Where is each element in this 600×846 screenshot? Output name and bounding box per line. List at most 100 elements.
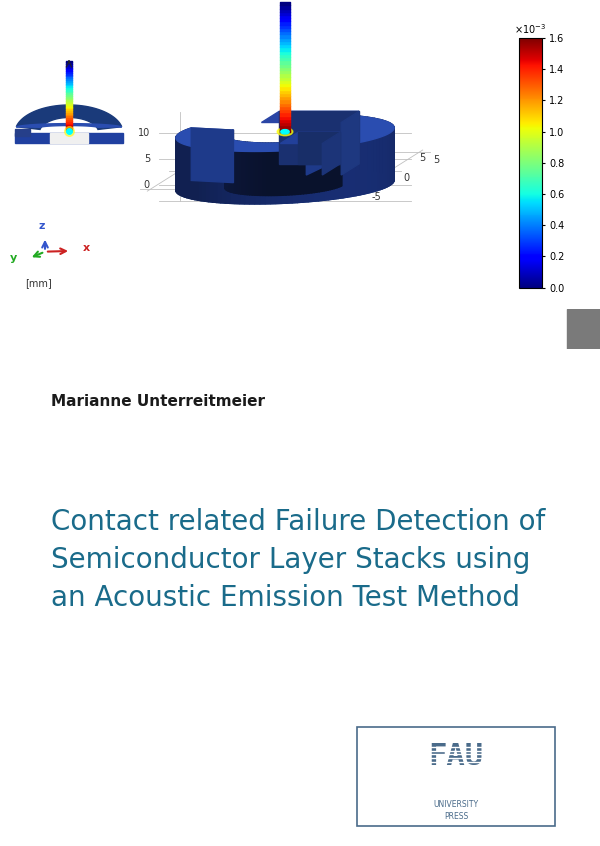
Polygon shape <box>347 144 352 197</box>
Polygon shape <box>328 146 334 200</box>
Polygon shape <box>184 129 186 183</box>
Polygon shape <box>179 142 181 195</box>
Polygon shape <box>176 167 394 204</box>
Polygon shape <box>265 143 268 195</box>
Polygon shape <box>176 140 177 193</box>
Polygon shape <box>382 120 385 173</box>
Polygon shape <box>245 142 247 195</box>
Polygon shape <box>385 121 387 174</box>
Text: y: y <box>10 254 17 263</box>
Polygon shape <box>226 151 230 203</box>
Polygon shape <box>271 143 274 195</box>
Text: x: x <box>83 243 90 253</box>
Polygon shape <box>209 149 212 202</box>
Polygon shape <box>262 112 359 123</box>
Polygon shape <box>257 143 260 195</box>
Circle shape <box>281 129 289 134</box>
Polygon shape <box>192 146 195 200</box>
Polygon shape <box>286 142 289 195</box>
Polygon shape <box>338 146 343 199</box>
Polygon shape <box>244 151 250 204</box>
Polygon shape <box>319 148 323 201</box>
Polygon shape <box>292 142 295 195</box>
Polygon shape <box>387 122 389 175</box>
Polygon shape <box>374 118 377 172</box>
Polygon shape <box>367 117 371 170</box>
Polygon shape <box>367 140 371 193</box>
Polygon shape <box>235 140 237 194</box>
Polygon shape <box>255 143 257 195</box>
Text: 5: 5 <box>419 153 426 162</box>
Polygon shape <box>352 143 356 196</box>
Polygon shape <box>237 141 239 194</box>
Circle shape <box>277 128 293 135</box>
Polygon shape <box>16 105 122 129</box>
Polygon shape <box>364 117 367 170</box>
Text: FAU Forschungen, Reihe B, Medizin, Naturwissenschaft, Technik  33: FAU Forschungen, Reihe B, Medizin, Natur… <box>35 321 529 336</box>
Polygon shape <box>239 151 244 204</box>
Polygon shape <box>392 124 394 178</box>
Polygon shape <box>317 140 319 192</box>
Polygon shape <box>380 136 382 190</box>
Polygon shape <box>281 151 287 203</box>
Polygon shape <box>304 141 306 194</box>
Text: Marianne Unterreitmeier: Marianne Unterreitmeier <box>51 393 265 409</box>
Polygon shape <box>229 139 230 192</box>
Polygon shape <box>260 151 265 204</box>
Polygon shape <box>189 146 192 199</box>
Polygon shape <box>229 131 230 184</box>
Polygon shape <box>187 146 189 198</box>
Polygon shape <box>380 119 382 173</box>
Polygon shape <box>226 133 227 186</box>
Polygon shape <box>252 143 255 195</box>
Polygon shape <box>309 140 311 193</box>
Polygon shape <box>343 115 347 168</box>
Text: 0: 0 <box>403 173 410 184</box>
Bar <box>15 133 123 142</box>
Polygon shape <box>241 141 243 195</box>
Polygon shape <box>334 114 338 168</box>
Polygon shape <box>302 149 308 202</box>
Polygon shape <box>274 143 277 195</box>
Polygon shape <box>181 143 182 196</box>
Polygon shape <box>265 151 271 204</box>
Polygon shape <box>263 143 265 195</box>
Polygon shape <box>337 135 338 188</box>
Polygon shape <box>182 144 185 197</box>
Polygon shape <box>311 140 314 193</box>
Polygon shape <box>289 142 292 195</box>
Polygon shape <box>254 151 260 204</box>
Polygon shape <box>334 146 338 199</box>
Polygon shape <box>322 132 340 175</box>
Polygon shape <box>347 115 352 168</box>
Polygon shape <box>287 151 292 203</box>
Polygon shape <box>324 138 326 191</box>
Polygon shape <box>340 134 341 187</box>
Polygon shape <box>382 135 385 189</box>
Polygon shape <box>391 124 392 177</box>
Polygon shape <box>221 151 226 203</box>
Text: 10: 10 <box>138 128 150 138</box>
Polygon shape <box>377 118 380 172</box>
Polygon shape <box>371 139 374 192</box>
Text: -5: -5 <box>208 153 218 162</box>
Polygon shape <box>352 115 356 168</box>
Text: UNIVERSITY: UNIVERSITY <box>433 799 479 809</box>
Text: -5: -5 <box>372 192 382 202</box>
Polygon shape <box>332 136 334 190</box>
Polygon shape <box>283 143 286 195</box>
Polygon shape <box>301 141 304 194</box>
Polygon shape <box>313 148 319 201</box>
Polygon shape <box>280 132 340 144</box>
Polygon shape <box>371 118 374 171</box>
Polygon shape <box>388 133 390 186</box>
Polygon shape <box>306 140 309 194</box>
Polygon shape <box>234 140 235 193</box>
Polygon shape <box>226 138 227 190</box>
Polygon shape <box>217 150 221 203</box>
Polygon shape <box>202 148 205 201</box>
Polygon shape <box>260 143 263 195</box>
Polygon shape <box>276 151 281 204</box>
Polygon shape <box>364 140 367 194</box>
Text: z: z <box>39 221 45 231</box>
